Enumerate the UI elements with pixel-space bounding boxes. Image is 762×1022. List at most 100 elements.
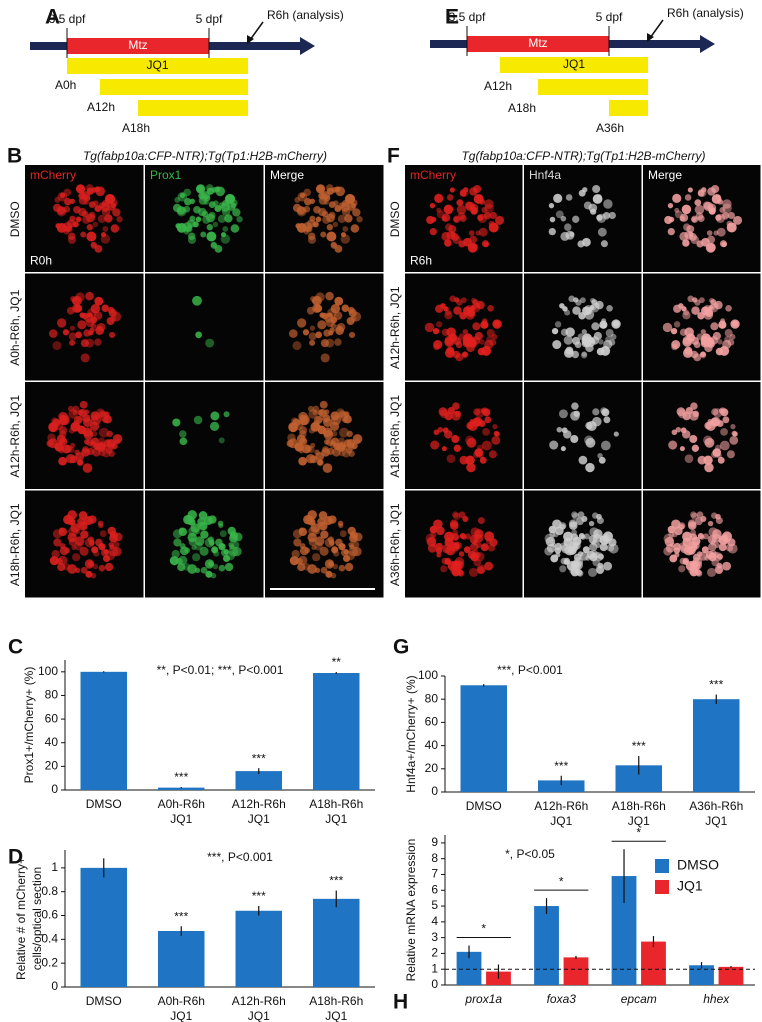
- cell-nucleus: [565, 346, 574, 355]
- cell-nucleus: [697, 312, 705, 320]
- start-time-label: A36h: [596, 121, 624, 135]
- cell-nucleus: [346, 430, 353, 438]
- cell-nucleus: [199, 546, 209, 556]
- cell-nucleus: [314, 542, 323, 551]
- cell-nucleus: [441, 557, 449, 565]
- row-label: DMSO: [388, 201, 402, 237]
- x-tick-label: JQ1: [325, 1009, 347, 1022]
- x-tick-label: JQ1: [248, 1009, 270, 1022]
- cell-nucleus: [348, 331, 356, 338]
- cell-nucleus: [56, 318, 67, 328]
- cell-nucleus: [319, 312, 326, 318]
- cell-nucleus: [442, 544, 452, 554]
- cell-nucleus: [211, 546, 219, 554]
- cell-nucleus: [98, 448, 106, 457]
- cell-nucleus: [582, 187, 588, 193]
- annotation: ***, P<0.001: [497, 663, 563, 677]
- cell-nucleus: [75, 424, 82, 431]
- cell-nucleus: [321, 210, 329, 218]
- cell-nucleus: [102, 555, 111, 563]
- cell-nucleus: [586, 420, 597, 431]
- column-label: Prox1: [150, 168, 182, 182]
- cell-nucleus: [433, 343, 440, 351]
- y-tick-label: 8: [431, 851, 438, 865]
- cell-nucleus: [342, 200, 349, 207]
- start-time-label: A12h: [484, 79, 512, 93]
- cell-nucleus: [572, 306, 581, 315]
- cell-nucleus: [433, 429, 440, 436]
- cell-nucleus: [222, 555, 231, 563]
- cell-nucleus: [720, 318, 726, 324]
- cell-nucleus: [460, 188, 469, 197]
- cell-nucleus: [461, 534, 467, 540]
- cell-nucleus: [453, 216, 459, 223]
- panel-letter: D: [8, 846, 23, 869]
- time-label: R0h: [30, 254, 52, 268]
- cell-nucleus: [727, 211, 735, 220]
- bar: [158, 787, 205, 790]
- cell-nucleus: [571, 529, 578, 536]
- cell-nucleus: [596, 566, 604, 575]
- cell-nucleus: [435, 321, 443, 328]
- cell-nucleus: [85, 318, 95, 328]
- cell-nucleus: [57, 563, 66, 572]
- cell-nucleus: [72, 221, 79, 228]
- cell-nucleus: [674, 207, 680, 213]
- cell-nucleus: [572, 536, 582, 546]
- y-tick-label: 0: [51, 979, 58, 993]
- cell-nucleus: [94, 186, 101, 193]
- row-label: A0h-R6h, JQ1: [8, 289, 22, 365]
- cell-nucleus: [193, 415, 203, 425]
- cell-nucleus: [208, 540, 215, 546]
- cell-nucleus: [678, 542, 687, 551]
- cell-nucleus: [450, 541, 458, 549]
- cell-nucleus: [77, 459, 84, 466]
- cell-nucleus: [469, 419, 475, 425]
- cell-nucleus: [572, 215, 580, 223]
- cell-nucleus: [717, 456, 725, 464]
- cell-nucleus: [74, 536, 85, 546]
- cell-nucleus: [187, 232, 196, 240]
- cell-nucleus: [75, 331, 83, 339]
- cell-nucleus: [187, 564, 197, 574]
- cell-nucleus: [107, 526, 116, 536]
- start-label: 3.5 dpf: [449, 10, 486, 24]
- cell-nucleus: [722, 211, 730, 219]
- cell-nucleus: [453, 444, 462, 452]
- cell-nucleus: [322, 446, 329, 453]
- cell-nucleus: [292, 529, 303, 539]
- cell-nucleus: [584, 435, 594, 445]
- cell-nucleus: [684, 194, 692, 201]
- cell-nucleus: [80, 231, 87, 238]
- cell-nucleus: [58, 555, 68, 565]
- cell-nucleus: [693, 341, 701, 349]
- cell-nucleus: [573, 553, 582, 562]
- bar: [718, 966, 744, 985]
- y-tick-label: 9: [431, 835, 438, 849]
- cell-nucleus: [319, 400, 328, 409]
- cell-nucleus: [338, 543, 346, 551]
- cell-nucleus: [56, 222, 67, 233]
- cell-nucleus: [101, 448, 111, 458]
- cell-nucleus: [455, 353, 464, 362]
- cell-nucleus: [296, 318, 307, 328]
- cell-nucleus: [600, 346, 611, 356]
- cell-nucleus: [51, 549, 60, 559]
- cell-nucleus: [721, 241, 727, 248]
- cell-nucleus: [172, 418, 181, 427]
- cell-nucleus: [104, 562, 114, 572]
- cell-nucleus: [320, 530, 329, 539]
- cell-nucleus: [487, 544, 496, 552]
- cell-nucleus: [684, 346, 693, 355]
- image-panel: [524, 165, 642, 272]
- cell-nucleus: [686, 545, 696, 555]
- cell-nucleus: [310, 523, 320, 533]
- cell-nucleus: [347, 306, 355, 314]
- cell-nucleus: [348, 450, 355, 457]
- cell-nucleus: [669, 554, 678, 563]
- cell-nucleus: [478, 420, 486, 428]
- cell-nucleus: [103, 439, 112, 448]
- cell-nucleus: [69, 198, 75, 204]
- cell-nucleus: [559, 565, 567, 573]
- cell-nucleus: [323, 429, 334, 440]
